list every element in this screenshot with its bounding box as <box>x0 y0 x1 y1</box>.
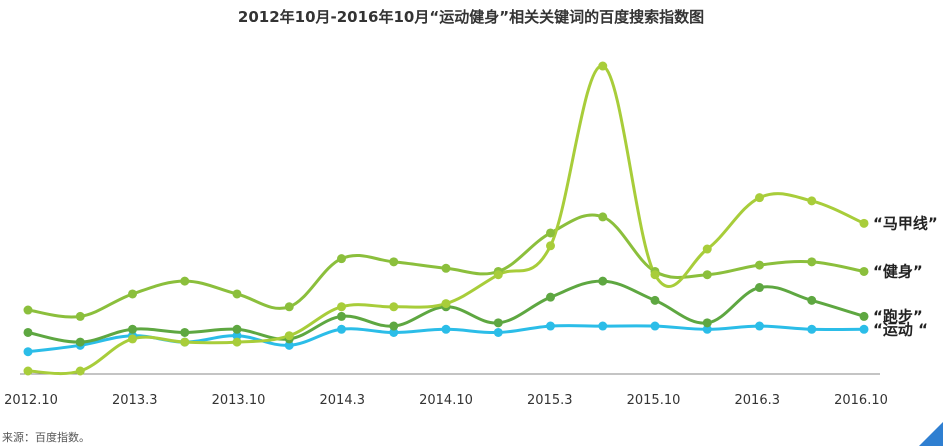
source-note: 来源：百度指数。 <box>2 431 90 444</box>
data-point-1-14 <box>755 260 764 270</box>
x-tick-label: 2016.10 <box>834 393 888 408</box>
data-point-1-5 <box>284 302 294 312</box>
x-tick-label: 2015.10 <box>627 393 681 408</box>
x-tick-label: 2014.3 <box>320 393 366 408</box>
data-point-3-0 <box>23 347 33 357</box>
data-point-3-16 <box>859 324 869 334</box>
x-tick-labels: 2012.10 2013.3 2013.10 2014.3 2014.10 2015.3 2… <box>4 393 888 408</box>
data-point-0-10 <box>546 241 555 251</box>
series-label-0: “马甲线” <box>873 214 938 232</box>
data-point-1-6 <box>337 254 346 264</box>
data-point-2-13 <box>702 318 712 328</box>
data-point-1-15 <box>807 257 817 267</box>
data-point-0-2 <box>128 334 137 344</box>
data-point-3-9 <box>493 327 503 337</box>
series-label-1: “健身” <box>873 262 923 280</box>
data-point-2-0 <box>23 327 33 337</box>
data-point-3-4 <box>232 331 242 341</box>
data-point-0-14 <box>755 193 764 203</box>
data-point-0-5 <box>284 331 294 341</box>
data-point-2-4 <box>232 324 242 334</box>
data-point-2-14 <box>755 283 764 293</box>
data-point-0-12 <box>650 270 660 280</box>
data-point-0-9 <box>493 270 503 280</box>
data-point-3-5 <box>284 340 294 350</box>
x-tick-label: 2013.10 <box>212 393 266 408</box>
data-point-1-16 <box>859 266 869 276</box>
data-point-1-13 <box>702 270 712 280</box>
data-point-0-7 <box>389 302 399 312</box>
data-point-1-8 <box>441 263 451 273</box>
series-points <box>23 61 869 376</box>
data-point-1-3 <box>180 276 190 286</box>
data-point-1-4 <box>232 289 242 299</box>
data-point-1-11 <box>598 212 608 222</box>
data-point-0-11 <box>598 61 608 71</box>
data-point-2-11 <box>598 276 608 286</box>
x-tick-label: 2016.3 <box>735 393 781 408</box>
data-point-2-2 <box>128 324 137 334</box>
series-labels: “运动 ““跑步” “健身” “马甲线” <box>873 214 938 338</box>
data-point-3-6 <box>337 324 346 334</box>
series-label-2: “跑步” <box>873 307 923 325</box>
data-point-1-7 <box>389 257 399 267</box>
data-point-3-15 <box>807 324 817 334</box>
x-tick-label: 2012.10 <box>4 393 58 408</box>
data-point-3-10 <box>546 321 555 331</box>
data-point-2-3 <box>180 327 190 337</box>
data-point-3-12 <box>650 321 660 331</box>
data-point-2-1 <box>75 337 85 347</box>
data-point-3-11 <box>598 321 608 331</box>
data-point-0-3 <box>180 337 190 347</box>
data-point-2-10 <box>546 292 555 302</box>
data-point-1-0 <box>23 305 33 315</box>
x-tick-label: 2014.10 <box>419 393 473 408</box>
data-point-2-9 <box>493 318 503 328</box>
data-point-0-8 <box>441 299 451 309</box>
data-point-0-1 <box>75 366 85 376</box>
data-point-0-15 <box>807 196 817 206</box>
chart-title: 2012年10月-2016年10月“运动健身”相关关键词的百度搜索指数图 <box>238 8 704 26</box>
data-point-2-7 <box>389 321 399 331</box>
data-point-0-16 <box>859 218 869 228</box>
data-point-2-15 <box>807 295 817 305</box>
data-point-1-2 <box>128 289 137 299</box>
data-point-3-7 <box>389 327 399 337</box>
data-point-1-1 <box>75 311 85 321</box>
series-label-3: “运动 “ <box>873 320 928 338</box>
data-point-2-12 <box>650 295 660 305</box>
data-point-0-13 <box>702 244 712 254</box>
data-point-1-10 <box>546 228 555 238</box>
data-point-3-8 <box>441 324 451 334</box>
data-point-2-16 <box>859 311 869 321</box>
x-tick-label: 2013.3 <box>112 393 158 408</box>
data-point-0-0 <box>23 366 33 376</box>
data-point-3-13 <box>702 324 712 334</box>
x-tick-label: 2015.3 <box>527 393 573 408</box>
corner-decoration <box>919 422 943 446</box>
data-point-0-6 <box>337 302 346 312</box>
data-point-2-6 <box>337 311 346 321</box>
data-point-3-14 <box>755 321 764 331</box>
data-point-0-4 <box>232 337 242 347</box>
